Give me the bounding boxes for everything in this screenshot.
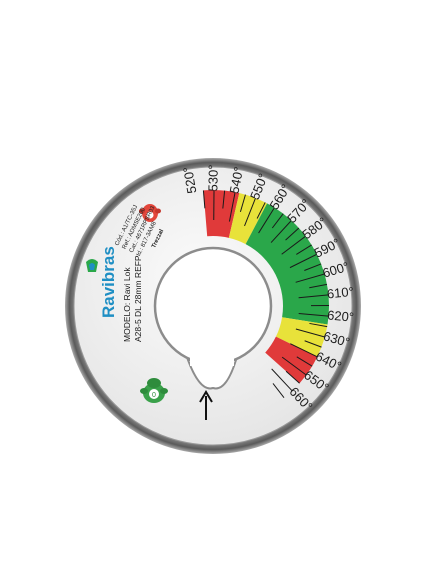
brand-logo: Ravibras: [99, 246, 118, 318]
degree-label: 620°: [327, 307, 355, 324]
notch-fill: [190, 352, 234, 366]
brand-icon: [86, 259, 98, 272]
model-block: MODELO: Ravi Lok A28-5 DL 28mm REFP: [122, 255, 143, 342]
degree-label: 530°: [205, 164, 220, 191]
model-line-1: MODELO: Ravi Lok: [122, 267, 132, 342]
brand-name: Ravibras: [99, 246, 118, 318]
center-hole: [155, 248, 271, 364]
svg-text:0: 0: [152, 392, 156, 399]
degree-label: 610°: [326, 284, 354, 302]
model-line-2: A28-5 DL 28mm REFP: [133, 255, 143, 342]
